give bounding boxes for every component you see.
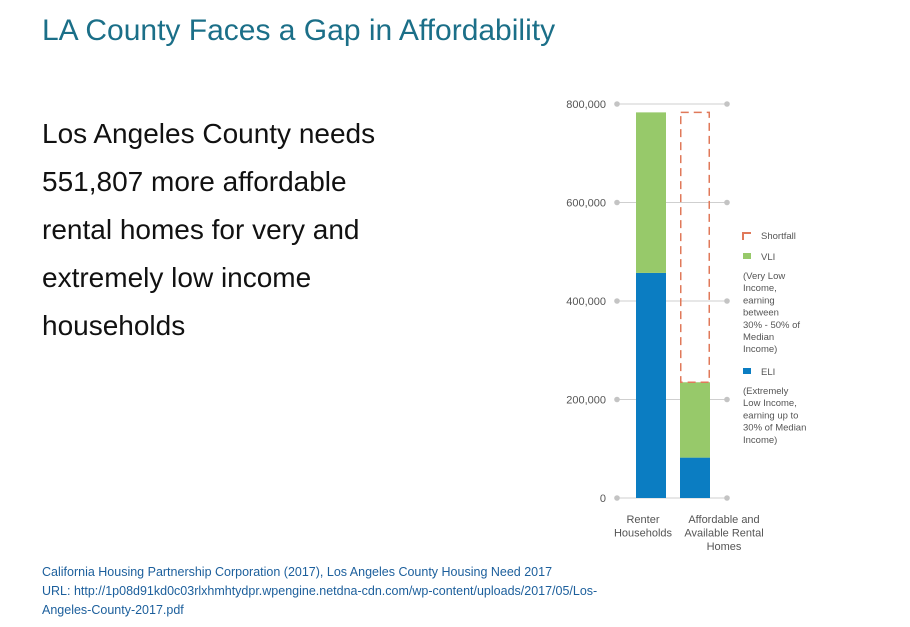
body-line: extremely low income bbox=[42, 262, 312, 293]
x-category-label: Available Rental bbox=[684, 528, 763, 540]
source-citation: California Housing Partnership Corporati… bbox=[42, 563, 597, 620]
gridline-dot bbox=[724, 199, 730, 206]
y-tick-label: 200,000 bbox=[566, 395, 606, 407]
gridline-dot bbox=[614, 101, 620, 107]
gridline-dot bbox=[724, 298, 730, 304]
body-line: rental homes for very and bbox=[42, 214, 360, 245]
y-tick-label: 400,000 bbox=[566, 296, 606, 308]
bar-eli bbox=[680, 457, 710, 498]
gridline-dot bbox=[614, 396, 620, 403]
gridline-dot bbox=[614, 495, 620, 501]
legend-desc-vli: Income, bbox=[743, 283, 777, 294]
legend-desc-eli: earning up to bbox=[743, 410, 798, 421]
legend-swatch-shortfall bbox=[742, 232, 751, 240]
legend-desc-vli: between bbox=[743, 308, 779, 319]
x-category-label: Homes bbox=[707, 541, 742, 553]
legend-swatch-vli bbox=[743, 253, 751, 259]
legend-desc-vli: (Very Low bbox=[743, 271, 785, 282]
gridline-dot bbox=[724, 101, 730, 107]
y-tick-label: 0 bbox=[600, 493, 606, 505]
legend-desc-vli: Median bbox=[743, 332, 774, 343]
legend-desc-eli: Income) bbox=[743, 435, 777, 446]
source-url-line: URL: http://1p08d91kd0c03rlxhmhtydpr.wpe… bbox=[42, 584, 598, 598]
y-tick-label: 600,000 bbox=[566, 198, 606, 210]
source-url-line: Angeles-County-2017.pdf bbox=[42, 603, 184, 617]
legend-desc-vli: Income) bbox=[743, 344, 777, 355]
legend-desc-eli: Low Income, bbox=[743, 398, 797, 409]
legend-swatch-eli bbox=[743, 368, 751, 374]
x-category-label: Renter bbox=[626, 514, 659, 526]
gridline-dot bbox=[724, 396, 730, 403]
legend-label-eli: ELI bbox=[761, 367, 775, 378]
slide-title: LA County Faces a Gap in Affordability bbox=[42, 14, 556, 47]
gridline-dot bbox=[614, 199, 620, 206]
legend-desc-vli: 30% - 50% of bbox=[743, 320, 800, 331]
legend-desc-eli: 30% of Median bbox=[743, 423, 806, 434]
source-line: California Housing Partnership Corporati… bbox=[42, 565, 553, 579]
legend-label-shortfall: Shortfall bbox=[761, 231, 796, 242]
bar-shortfall bbox=[680, 111, 710, 384]
legend-desc-vli: earning bbox=[743, 295, 775, 306]
gridline-dot bbox=[724, 495, 730, 501]
body-line: households bbox=[42, 310, 186, 341]
bar-vli bbox=[636, 112, 666, 273]
bar-eli bbox=[636, 272, 666, 498]
legend-label-vli: VLI bbox=[761, 252, 775, 263]
body-text: Los Angeles County needs 551,807 more af… bbox=[42, 110, 482, 350]
legend-desc-eli: (Extremely bbox=[743, 386, 789, 397]
body-line: Los Angeles County needs bbox=[42, 118, 376, 149]
bar-vli bbox=[680, 382, 710, 458]
x-category-label: Affordable and bbox=[688, 514, 759, 526]
x-category-label: Households bbox=[614, 528, 673, 540]
body-line: 551,807 more affordable bbox=[42, 166, 347, 197]
y-tick-label: 800,000 bbox=[566, 99, 606, 111]
gridline-dot bbox=[614, 298, 620, 304]
